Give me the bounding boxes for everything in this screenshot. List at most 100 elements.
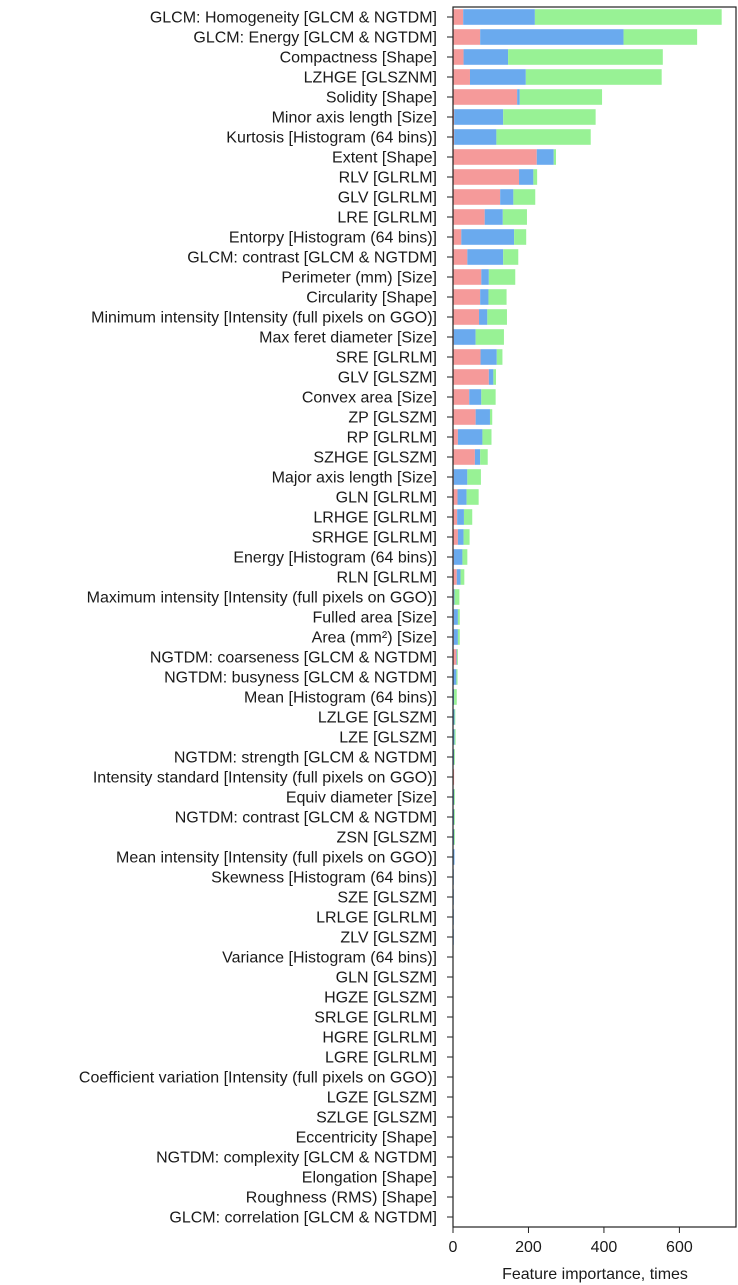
bar-segment (513, 189, 536, 205)
category-label: LRE [GLRLM] (337, 210, 437, 227)
bar-segment (480, 29, 624, 45)
bar-segment (500, 189, 514, 205)
bar-segment (623, 29, 698, 45)
category-label: ZLV [GLSZM] (340, 930, 437, 947)
bar-segment (463, 9, 535, 25)
category-label: GLN [GLRLM] (336, 490, 437, 507)
category-label: Perimeter (mm) [Size] (281, 270, 437, 287)
bar-segment (453, 849, 455, 865)
bar-segment (453, 689, 455, 705)
bar-segment (456, 669, 458, 685)
category-label: Circularity [Shape] (306, 290, 437, 307)
bar-segment (503, 109, 596, 125)
bar-segment (489, 409, 493, 425)
bar-segment (453, 269, 482, 285)
category-label: Coefficient variation [Intensity (full p… (79, 1070, 437, 1087)
x-axis-ticks: 0 200 400 600 (449, 1227, 693, 1256)
category-label: Entorpy [Histogram (64 bins)] (229, 230, 437, 247)
bar-segment (453, 669, 457, 685)
category-label: RP [GLRLM] (347, 430, 437, 447)
bar-segment (453, 449, 475, 465)
bar-segment (457, 529, 464, 545)
bar-segment (453, 509, 458, 525)
bar-segment (514, 229, 527, 245)
bar-segment (453, 89, 518, 105)
bar-segment (453, 549, 463, 565)
category-label: Fulled area [Size] (312, 610, 437, 627)
bar-segment (481, 269, 489, 285)
bar-segment (453, 49, 464, 65)
bar-segment (454, 749, 455, 765)
bar-segment (457, 649, 458, 665)
bars (453, 9, 722, 945)
category-label: Area (mm²) [Size] (312, 630, 437, 647)
category-label: Extent [Shape] (332, 150, 437, 167)
bar-segment (453, 809, 455, 825)
category-label: Solidity [Shape] (326, 90, 437, 107)
bar-segment (463, 529, 470, 545)
bar-segment (463, 49, 509, 65)
bar-segment (457, 629, 460, 645)
bar-segment (453, 609, 458, 625)
category-label: RLV [GLRLM] (339, 170, 437, 187)
bar-segment (456, 569, 461, 585)
category-label: Compactness [Shape] (280, 50, 437, 67)
bar-segment (453, 589, 455, 605)
bar-segment (484, 209, 503, 225)
x-axis-title: Feature importance, times (502, 1266, 688, 1283)
bar-segment (453, 329, 476, 345)
bar-segment (487, 309, 507, 325)
bar-segment (454, 729, 456, 745)
bar-segment (534, 9, 722, 25)
bar-segment (519, 169, 534, 185)
category-label: SZE [GLSZM] (337, 890, 437, 907)
bar-segment (502, 209, 527, 225)
bar-segment (453, 289, 481, 305)
category-label: GLCM: Energy [GLCM & NGTDM] (193, 30, 437, 47)
category-label: SRHGE [GLRLM] (312, 530, 437, 547)
category-label: HGRE [GLRLM] (322, 1030, 437, 1047)
bar-segment (553, 149, 557, 165)
category-label: GLCM: correlation [GLCM & NGTDM] (169, 1210, 437, 1227)
category-label: NGTDM: contrast [GLCM & NGTDM] (175, 810, 437, 827)
category-label: GLCM: Homogeneity [GLCM & NGTDM] (150, 10, 437, 27)
category-label: Energy [Histogram (64 bins)] (233, 550, 437, 567)
bar-segment (453, 649, 457, 665)
category-label: Skewness [Histogram (64 bins)] (211, 870, 437, 887)
bar-segment (469, 389, 482, 405)
bar-segment (453, 729, 455, 745)
bar-segment (453, 489, 458, 505)
category-label: LGRE [GLRLM] (325, 1050, 437, 1067)
bar-segment (482, 429, 492, 445)
category-label: GLN [GLSZM] (336, 970, 437, 987)
bar-segment (454, 809, 455, 825)
category-label: Eccentricity [Shape] (296, 1130, 437, 1147)
bar-segment (453, 409, 476, 425)
category-label: GLCM: contrast [GLCM & NGTDM] (187, 250, 437, 267)
category-label: RLN [GLRLM] (337, 570, 437, 587)
bar-segment (453, 249, 468, 265)
bar-segment (467, 249, 504, 265)
bar-segment (453, 309, 480, 325)
bar-segment (453, 789, 455, 805)
category-label: Minimum intensity [Intensity (full pixel… (91, 310, 437, 327)
bar-segment (533, 169, 538, 185)
category-label: LZLGE [GLSZM] (318, 710, 437, 727)
bar-segment (462, 549, 468, 565)
bar-segment (461, 229, 515, 245)
bar-segment (454, 129, 497, 145)
bar-segment (475, 329, 504, 345)
category-label: Elongation [Shape] (302, 1170, 437, 1187)
bar-segment (488, 289, 507, 305)
category-label: Major axis length [Size] (272, 470, 437, 487)
category-label: Intensity standard [Intensity (full pixe… (93, 770, 437, 787)
bar-segment (479, 309, 488, 325)
bar-segment (488, 369, 494, 385)
category-label: Equiv diameter [Size] (286, 790, 437, 807)
bar-segment (460, 569, 465, 585)
bar-segment (480, 449, 488, 465)
category-label: LRHGE [GLRLM] (313, 510, 437, 527)
bar-segment (453, 189, 501, 205)
bar-segment (453, 369, 489, 385)
bar-segment (453, 709, 455, 725)
